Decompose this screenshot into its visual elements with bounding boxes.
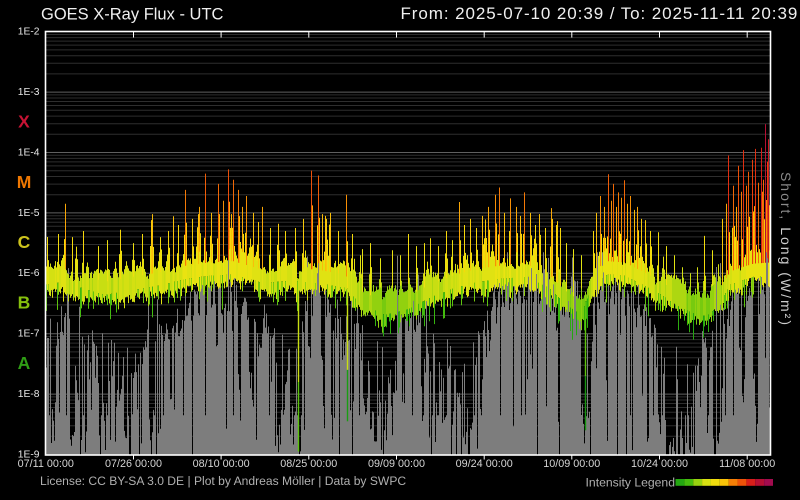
svg-text:1E-3: 1E-3: [18, 87, 40, 98]
svg-text:08/25 00:00: 08/25 00:00: [280, 458, 337, 470]
svg-text:1E-7: 1E-7: [18, 329, 40, 340]
svg-text:B: B: [18, 293, 31, 313]
svg-text:A: A: [18, 353, 31, 373]
svg-text:07/11 00:00: 07/11 00:00: [18, 458, 74, 470]
svg-text:M: M: [17, 172, 32, 192]
svg-text:1E-8: 1E-8: [18, 389, 40, 400]
svg-text:GOES X-Ray Flux - UTC: GOES X-Ray Flux - UTC: [41, 6, 224, 24]
svg-text:1E-4: 1E-4: [18, 147, 40, 158]
svg-text:Intensity Legend: Intensity Legend: [586, 475, 675, 489]
svg-text:10/24 00:00: 10/24 00:00: [631, 458, 688, 470]
svg-text:From: 2025-07-10 20:39 / To: 2: From: 2025-07-10 20:39 / To: 2025-11-11 …: [401, 4, 799, 23]
svg-text:10/09 00:00: 10/09 00:00: [543, 458, 600, 470]
svg-text:1E-2: 1E-2: [18, 27, 40, 38]
svg-text:1E-6: 1E-6: [18, 268, 40, 279]
svg-text:License: CC BY-SA 3.0 DE | Plo: License: CC BY-SA 3.0 DE | Plot by Andre…: [40, 474, 406, 488]
svg-text:1E-9: 1E-9: [18, 449, 40, 460]
svg-text:Short, Long (W/m²): Short, Long (W/m²): [778, 172, 794, 327]
svg-text:C: C: [18, 232, 31, 252]
svg-text:09/09 00:00: 09/09 00:00: [368, 458, 425, 470]
svg-text:X: X: [18, 111, 30, 131]
svg-text:09/24 00:00: 09/24 00:00: [456, 458, 513, 470]
svg-text:07/26 00:00: 07/26 00:00: [105, 458, 162, 470]
svg-text:1E-5: 1E-5: [18, 208, 40, 219]
svg-text:08/10 00:00: 08/10 00:00: [193, 458, 250, 470]
svg-text:11/08 00:00: 11/08 00:00: [719, 458, 775, 470]
